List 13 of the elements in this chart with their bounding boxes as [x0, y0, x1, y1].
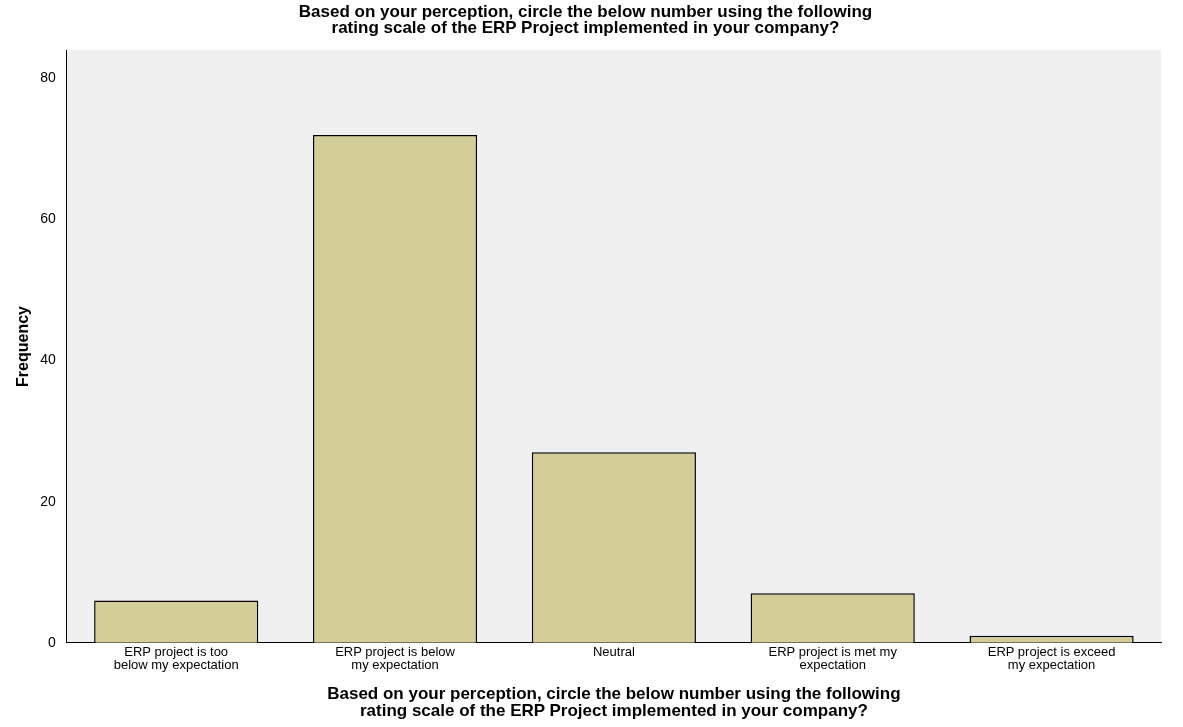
y-axis-title: Frequency: [14, 305, 32, 387]
x-tick-label: Neutral: [592, 643, 635, 659]
chart-title: Based on your perception, circle the below number using the following rating scale of the ERP Project implemented in your company?: [298, 1, 873, 37]
y-tick-label: 40: [40, 351, 56, 368]
y-tick-label: 20: [40, 492, 56, 509]
x-tick-label: ERP project is below my expectation: [335, 643, 456, 672]
y-tick-label: 80: [40, 69, 56, 86]
y-tick-label: 60: [40, 210, 56, 227]
x-tick-label: ERP project is exceed my expectation: [987, 643, 1116, 672]
x-axis-title: Based on your perception, circle the below number using the following rating scale of the ERP Project implemented in your company?: [327, 684, 901, 720]
x-tick-label: ERP project is met my expectation: [768, 643, 898, 672]
x-tick-label: ERP project is too below my expectation: [113, 643, 239, 672]
y-tick-label: 0: [47, 633, 56, 650]
